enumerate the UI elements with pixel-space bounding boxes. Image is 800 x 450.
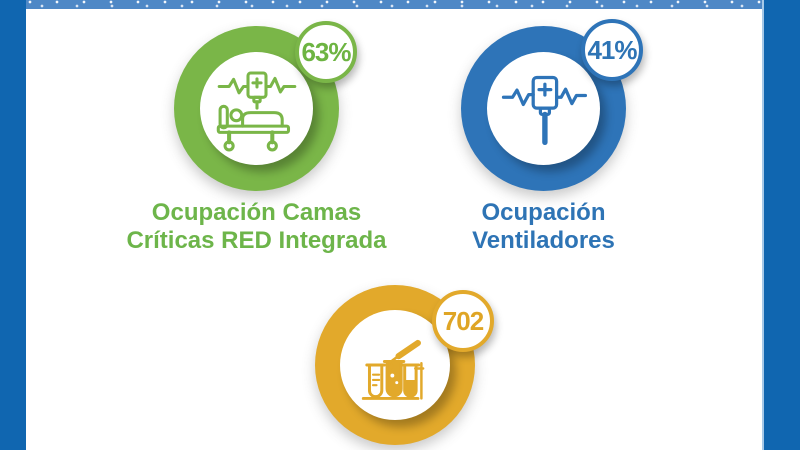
blue-circle-inner	[487, 52, 600, 165]
camas-label-line2: Críticas RED Integrada	[126, 227, 387, 254]
blue-circle	[461, 26, 626, 191]
examenes-value-badge: 702	[432, 290, 494, 352]
right-border-accent-line	[762, 0, 764, 450]
left-border-band	[0, 0, 26, 450]
top-dotted-band	[26, 0, 762, 9]
lab-test-tubes-icon	[361, 339, 425, 400]
hospital-bed-icon	[216, 70, 296, 151]
stat-camas-criticas: 63% Ocupación Camas Críticas RED Integra…	[126, 21, 387, 254]
yellow-circle-inner	[340, 310, 450, 420]
ventiladores-label-line2: Ventiladores	[472, 227, 615, 254]
ventiladores-label: Ocupación Ventiladores	[374, 199, 714, 255]
right-border-band	[764, 0, 800, 450]
stat-examenes: 702	[315, 285, 494, 445]
stat-ventiladores: 41% Ocupación Ventiladores	[461, 19, 643, 254]
ventilator-icon	[501, 75, 587, 145]
ventiladores-value-badge: 41%	[581, 19, 643, 81]
camas-value-badge: 63%	[295, 21, 357, 83]
camas-value: 63%	[301, 36, 351, 67]
ventiladores-label-line1: Ocupación	[481, 199, 606, 226]
examenes-value: 702	[442, 305, 484, 336]
camas-label: Ocupación Camas Críticas RED Integrada	[87, 199, 427, 255]
ventiladores-value: 41%	[587, 34, 637, 65]
camas-label-line1: Ocupación Camas	[151, 199, 362, 226]
green-circle-inner	[200, 52, 313, 165]
